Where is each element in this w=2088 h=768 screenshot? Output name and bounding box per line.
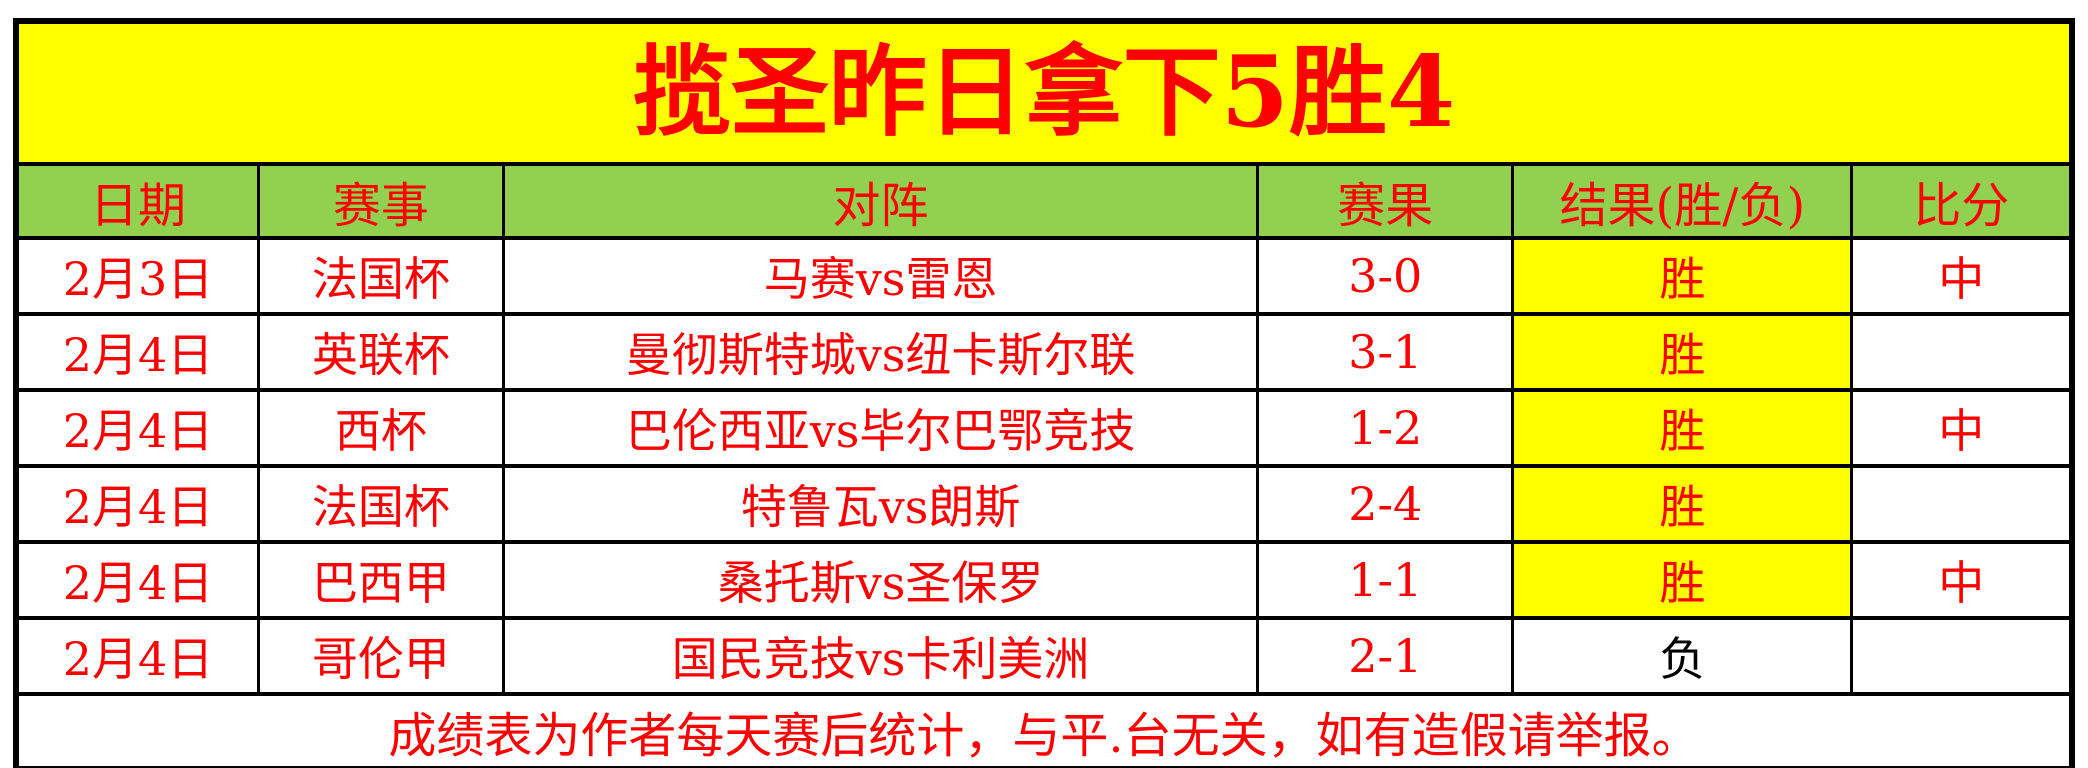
cell-league: 巴西甲 xyxy=(257,540,505,620)
cell-verdict xyxy=(1850,616,2074,696)
cell-league: 法国杯 xyxy=(257,236,505,316)
cell-league: 法国杯 xyxy=(257,464,505,544)
cell-date: 2月3日 xyxy=(14,236,261,316)
cell-date: 2月4日 xyxy=(14,616,261,696)
cell-verdict: 中 xyxy=(1850,540,2074,620)
cell-match: 曼彻斯特城vs纽卡斯尔联 xyxy=(501,312,1260,392)
title-row: 揽圣昨日拿下5胜4 xyxy=(14,19,2074,166)
cell-result: 胜 xyxy=(1511,388,1854,468)
cell-score: 1-2 xyxy=(1256,388,1515,468)
footer-row: 成绩表为作者每天赛后统计，与平.台无关，如有造假请举报。 xyxy=(14,692,2074,768)
cell-result: 胜 xyxy=(1511,236,1854,316)
col-header-score: 赛果 xyxy=(1256,162,1515,240)
cell-result: 胜 xyxy=(1511,464,1854,544)
table-row: 2月4日 西杯 巴伦西亚vs毕尔巴鄂竞技 1-2 胜 中 xyxy=(14,388,2074,468)
cell-date: 2月4日 xyxy=(14,464,261,544)
cell-date: 2月4日 xyxy=(14,388,261,468)
table-row: 2月3日 法国杯 马赛vs雷恩 3-0 胜 中 xyxy=(14,236,2074,316)
table-row: 2月4日 巴西甲 桑托斯vs圣保罗 1-1 胜 中 xyxy=(14,540,2074,620)
table-row: 2月4日 法国杯 特鲁瓦vs朗斯 2-4 胜 xyxy=(14,464,2074,544)
cell-verdict xyxy=(1850,464,2074,544)
col-header-result: 结果(胜/负) xyxy=(1511,162,1854,240)
cell-score: 3-0 xyxy=(1256,236,1515,316)
cell-verdict xyxy=(1850,312,2074,392)
cell-match: 桑托斯vs圣保罗 xyxy=(501,540,1260,620)
cell-score: 1-1 xyxy=(1256,540,1515,620)
cell-verdict: 中 xyxy=(1850,388,2074,468)
col-header-league: 赛事 xyxy=(257,162,505,240)
table-header-row: 日期 赛事 对阵 赛果 结果(胜/负) 比分 xyxy=(14,162,2074,240)
cell-date: 2月4日 xyxy=(14,312,261,392)
cell-match: 特鲁瓦vs朗斯 xyxy=(501,464,1260,544)
table-row: 2月4日 英联杯 曼彻斯特城vs纽卡斯尔联 3-1 胜 xyxy=(14,312,2074,392)
table-row: 2月4日 哥伦甲 国民竞技vs卡利美洲 2-1 负 xyxy=(14,616,2074,696)
cell-score: 2-1 xyxy=(1256,616,1515,696)
cell-verdict: 中 xyxy=(1850,236,2074,316)
cell-result: 负 xyxy=(1511,616,1854,696)
cell-match: 国民竞技vs卡利美洲 xyxy=(501,616,1260,696)
cell-date: 2月4日 xyxy=(14,540,261,620)
cell-match: 巴伦西亚vs毕尔巴鄂竞技 xyxy=(501,388,1260,468)
footer-note: 成绩表为作者每天赛后统计，与平.台无关，如有造假请举报。 xyxy=(14,692,2074,768)
cell-match: 马赛vs雷恩 xyxy=(501,236,1260,316)
cell-score: 3-1 xyxy=(1256,312,1515,392)
col-header-match: 对阵 xyxy=(501,162,1260,240)
results-table: 揽圣昨日拿下5胜4 日期 赛事 对阵 赛果 结果(胜/负) 比分 2月3日 法国… xyxy=(13,18,2075,768)
page-title: 揽圣昨日拿下5胜4 xyxy=(14,19,2074,166)
col-header-verdict: 比分 xyxy=(1850,162,2074,240)
cell-league: 哥伦甲 xyxy=(257,616,505,696)
cell-result: 胜 xyxy=(1511,540,1854,620)
col-header-date: 日期 xyxy=(14,162,261,240)
cell-result: 胜 xyxy=(1511,312,1854,392)
cell-league: 西杯 xyxy=(257,388,505,468)
cell-league: 英联杯 xyxy=(257,312,505,392)
cell-score: 2-4 xyxy=(1256,464,1515,544)
